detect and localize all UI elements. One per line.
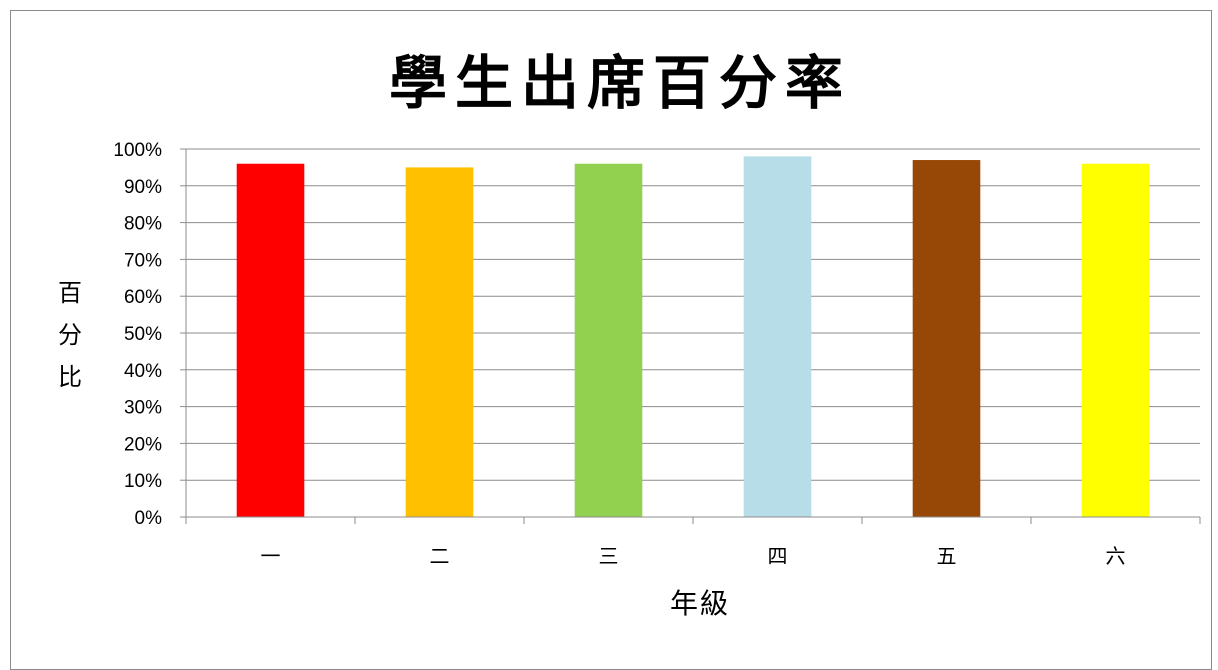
y-tick-label: 50%	[124, 324, 162, 345]
x-axis-title: 年級	[669, 587, 730, 620]
x-category-label: 四	[768, 544, 788, 568]
y-axis-title-char: 比	[58, 363, 82, 391]
y-tick-label: 60%	[124, 287, 162, 308]
y-tick-labels: 0% 10% 20% 30% 40% 50% 60% 70% 80% 90% 100%	[113, 140, 162, 529]
bar-5	[912, 160, 981, 518]
y-tick-label: 20%	[124, 434, 162, 455]
y-tick-label: 80%	[124, 214, 162, 235]
bars	[236, 156, 1150, 518]
x-category-label: 三	[599, 544, 619, 568]
x-category-label: 一	[261, 544, 281, 568]
y-axis-title: 百分比	[50, 272, 90, 398]
bar-4	[743, 156, 812, 518]
bar-3	[574, 163, 643, 517]
chart-title: 學生出席百分率	[388, 49, 851, 117]
y-axis-title-char: 分	[58, 321, 82, 349]
x-category-label: 二	[430, 544, 450, 568]
y-tick-label: 90%	[124, 177, 162, 198]
bar-1	[236, 163, 305, 517]
axes	[180, 148, 1201, 524]
gridlines	[186, 148, 1200, 481]
y-tick-label: 30%	[124, 398, 162, 419]
y-tick-label: 0%	[135, 508, 163, 529]
x-category-labels: 一二三四五六	[261, 544, 1126, 568]
plot-area: 0% 10% 20% 30% 40% 50% 60% 70% 80% 90% 100% 一 二 三 四 五 六	[113, 140, 1201, 568]
x-category-label: 六	[1106, 544, 1126, 568]
bar-2	[405, 167, 474, 517]
y-tick-label: 10%	[124, 471, 162, 492]
bar-6	[1081, 163, 1150, 517]
y-tick-label: 100%	[113, 140, 162, 161]
y-axis-title-char: 百	[58, 279, 82, 307]
y-tick-label: 40%	[124, 361, 162, 382]
y-tick-label: 70%	[124, 250, 162, 271]
x-category-label: 五	[937, 544, 957, 568]
